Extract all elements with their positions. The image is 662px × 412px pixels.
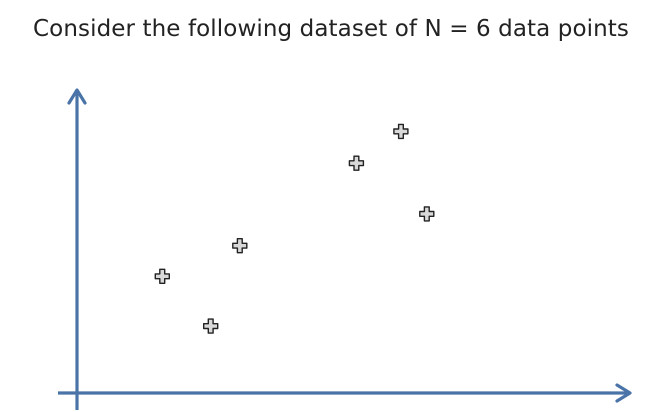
slide-title: Consider the following dataset of N = 6 … xyxy=(32,16,629,42)
data-points xyxy=(154,123,435,334)
data-point-4 xyxy=(348,155,365,171)
y-axis-arrowhead xyxy=(67,88,87,105)
x-axis xyxy=(58,383,632,403)
data-point-2 xyxy=(202,318,219,334)
data-point-3 xyxy=(232,237,248,254)
x-axis-arrowhead xyxy=(615,383,632,403)
data-point-1 xyxy=(154,268,171,284)
y-axis xyxy=(67,88,87,410)
data-point-5 xyxy=(393,123,409,140)
data-point-6 xyxy=(419,206,435,222)
